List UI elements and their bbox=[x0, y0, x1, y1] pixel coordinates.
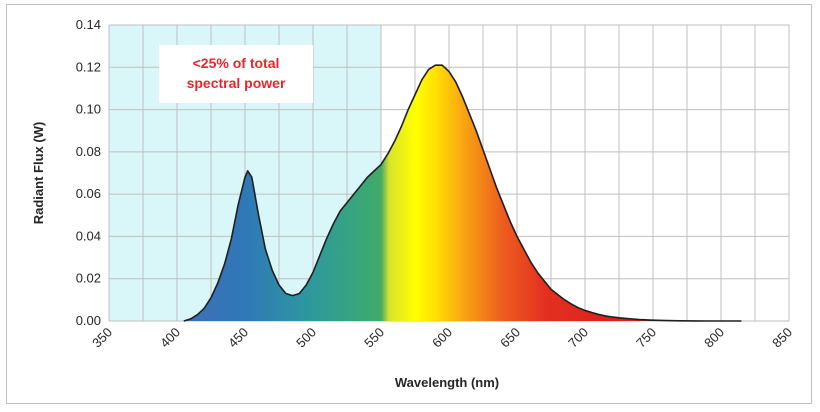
x-tick-label: 800 bbox=[701, 325, 727, 351]
y-axis-title: Radiant Flux (W) bbox=[31, 122, 46, 225]
y-tick-label: 0.12 bbox=[76, 59, 101, 74]
x-axis-title: Wavelength (nm) bbox=[395, 375, 499, 390]
spectrum-area bbox=[183, 65, 742, 321]
x-tick-label: 700 bbox=[565, 325, 591, 351]
y-tick-label: 0.06 bbox=[76, 186, 101, 201]
annotation-box: <25% of total spectral power bbox=[159, 45, 313, 103]
x-tick-label: 850 bbox=[769, 325, 795, 351]
x-tick-label: 450 bbox=[225, 325, 251, 351]
x-tick-label: 350 bbox=[89, 325, 115, 351]
x-tick-label: 600 bbox=[429, 325, 455, 351]
spectrum-chart: 0.00 0.02 0.04 0.06 0.08 0.10 0.12 0.14 350 400 4… bbox=[31, 17, 795, 390]
x-tick-label: 750 bbox=[633, 325, 659, 351]
y-tick-label: 0.02 bbox=[76, 271, 101, 286]
annotation-line-2: spectral power bbox=[187, 75, 286, 91]
x-tick-label: 400 bbox=[157, 325, 183, 351]
spectrum-line bbox=[183, 64, 742, 322]
y-tick-label: 0.04 bbox=[76, 228, 101, 243]
annotation-background bbox=[159, 45, 313, 103]
annotation-line-1: <25% of total bbox=[193, 55, 280, 71]
y-tick-labels: 0.00 0.02 0.04 0.06 0.08 0.10 0.12 0.14 bbox=[76, 17, 101, 328]
y-tick-label: 0.14 bbox=[76, 17, 101, 32]
x-tick-label: 550 bbox=[361, 325, 387, 351]
chart-frame: 0.00 0.02 0.04 0.06 0.08 0.10 0.12 0.14 350 400 4… bbox=[6, 4, 812, 404]
x-tick-label: 650 bbox=[497, 325, 523, 351]
y-tick-label: 0.08 bbox=[76, 144, 101, 159]
y-tick-label: 0.00 bbox=[76, 313, 101, 328]
y-tick-label: 0.10 bbox=[76, 102, 101, 117]
x-tick-labels: 350 400 450 500 550 600 650 700 750 800 850 bbox=[89, 325, 795, 351]
x-tick-label: 500 bbox=[293, 325, 319, 351]
